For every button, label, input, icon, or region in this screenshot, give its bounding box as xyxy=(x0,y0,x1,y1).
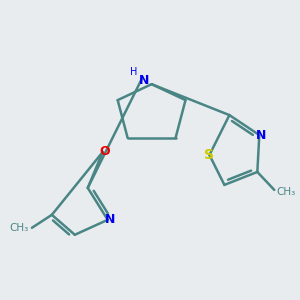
Text: N: N xyxy=(256,128,266,142)
Text: H: H xyxy=(130,67,137,77)
Text: S: S xyxy=(204,148,214,162)
Text: CH₃: CH₃ xyxy=(10,223,29,233)
Text: O: O xyxy=(99,146,110,158)
Text: N: N xyxy=(104,213,115,226)
Text: CH₃: CH₃ xyxy=(276,187,296,197)
Text: N: N xyxy=(138,74,149,87)
